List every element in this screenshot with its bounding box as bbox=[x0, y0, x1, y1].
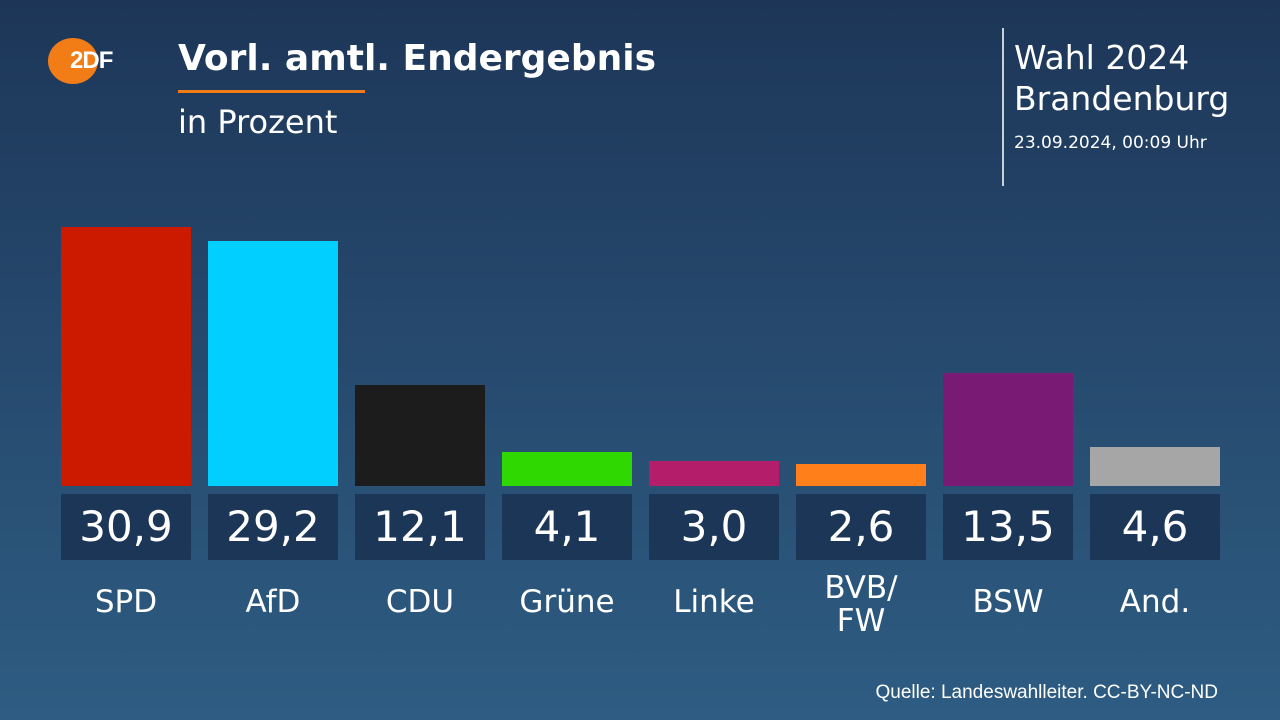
value-label: 30,9 bbox=[61, 494, 191, 560]
election-info: Wahl 2024 Brandenburg bbox=[1014, 37, 1229, 119]
category-label: Linke bbox=[673, 584, 755, 620]
value-label: 2,6 bbox=[796, 494, 926, 560]
category-label: AfD bbox=[245, 584, 301, 620]
bar-5 bbox=[796, 464, 926, 486]
bar-6 bbox=[943, 372, 1073, 486]
chart-subtitle: in Prozent bbox=[178, 103, 338, 141]
category-label: BSW bbox=[972, 584, 1044, 620]
value-label: 13,5 bbox=[943, 494, 1073, 560]
source-note: Quelle: Landeswahlleiter. CC-BY-NC-ND bbox=[875, 682, 1219, 703]
category-label: CDU bbox=[385, 584, 455, 620]
category-label: And. bbox=[1119, 584, 1191, 620]
chart-title: Vorl. amtl. Endergebnis bbox=[178, 38, 657, 79]
value-label: 4,1 bbox=[502, 494, 632, 560]
value-label: 3,0 bbox=[649, 494, 779, 560]
category-label: BVB/ FW bbox=[824, 570, 898, 639]
value-label: 29,2 bbox=[208, 494, 338, 560]
zdf-logo-text: 2DF bbox=[70, 47, 113, 74]
bar-4 bbox=[649, 460, 779, 486]
divider bbox=[1002, 28, 1004, 186]
category-label: SPD bbox=[94, 584, 158, 620]
election-region: Brandenburg bbox=[1014, 79, 1230, 118]
zdf-logo bbox=[48, 38, 98, 84]
timestamp: 23.09.2024, 00:09 Uhr bbox=[1014, 133, 1207, 153]
bar-3 bbox=[502, 451, 632, 486]
value-label: 4,6 bbox=[1090, 494, 1220, 560]
bar-2 bbox=[355, 384, 485, 486]
title-underline bbox=[178, 90, 365, 93]
category-label: Grüne bbox=[519, 584, 615, 620]
bar-7 bbox=[1090, 447, 1220, 486]
bar-1 bbox=[208, 241, 338, 486]
value-label: 12,1 bbox=[355, 494, 485, 560]
election-name: Wahl 2024 bbox=[1014, 38, 1190, 77]
bar-0 bbox=[61, 227, 191, 486]
